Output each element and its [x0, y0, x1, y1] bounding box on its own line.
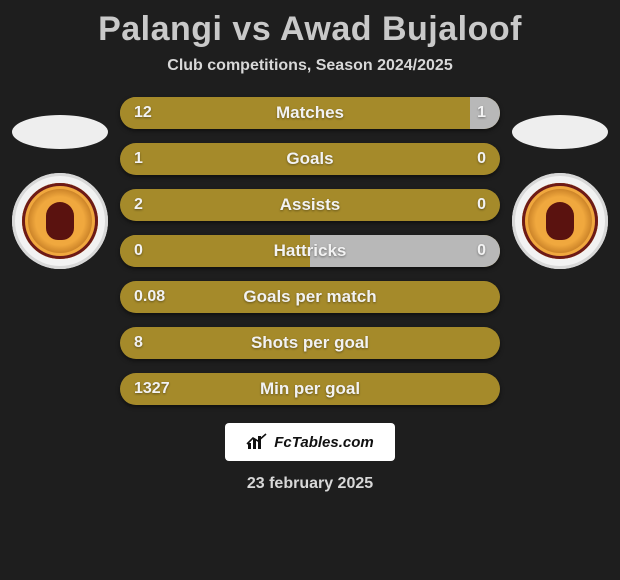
right-team-column	[500, 115, 620, 269]
stat-row: 20Assists	[120, 189, 500, 221]
stat-bar-left	[120, 143, 500, 175]
source-badge: FcTables.com	[225, 423, 395, 461]
stat-bar-track	[120, 373, 500, 405]
stat-bar-left	[120, 189, 500, 221]
right-flag-icon	[512, 115, 608, 149]
left-team-column	[0, 115, 120, 269]
stat-bar-right	[470, 97, 500, 129]
stat-row: 1327Min per goal	[120, 373, 500, 405]
date-text: 23 february 2025	[0, 475, 620, 493]
stat-bar-track	[120, 235, 500, 267]
stat-bar-left	[120, 235, 310, 267]
stat-row: 121Matches	[120, 97, 500, 129]
stats-list: 121Matches 10Goals 20Assists 00Hattricks 0.0…	[120, 97, 500, 405]
stat-row: 10Goals	[120, 143, 500, 175]
stat-bar-track	[120, 97, 500, 129]
stat-bar-left	[120, 281, 500, 313]
subtitle: Club competitions, Season 2024/2025	[0, 57, 620, 97]
stat-bar-track	[120, 327, 500, 359]
stat-row: 0.08Goals per match	[120, 281, 500, 313]
stat-row: 8Shots per goal	[120, 327, 500, 359]
stat-bar-track	[120, 143, 500, 175]
chart-icon	[246, 433, 268, 451]
stat-bar-left	[120, 97, 470, 129]
stat-bar-right	[310, 235, 500, 267]
page-title: Palangi vs Awad Bujaloof	[0, 0, 620, 57]
right-club-badge-icon	[512, 173, 608, 269]
stat-bar-left	[120, 373, 500, 405]
source-text: FcTables.com	[274, 434, 373, 451]
left-club-badge-icon	[12, 173, 108, 269]
stat-bar-left	[120, 327, 500, 359]
stat-bar-track	[120, 281, 500, 313]
stat-row: 00Hattricks	[120, 235, 500, 267]
stat-bar-track	[120, 189, 500, 221]
left-flag-icon	[12, 115, 108, 149]
